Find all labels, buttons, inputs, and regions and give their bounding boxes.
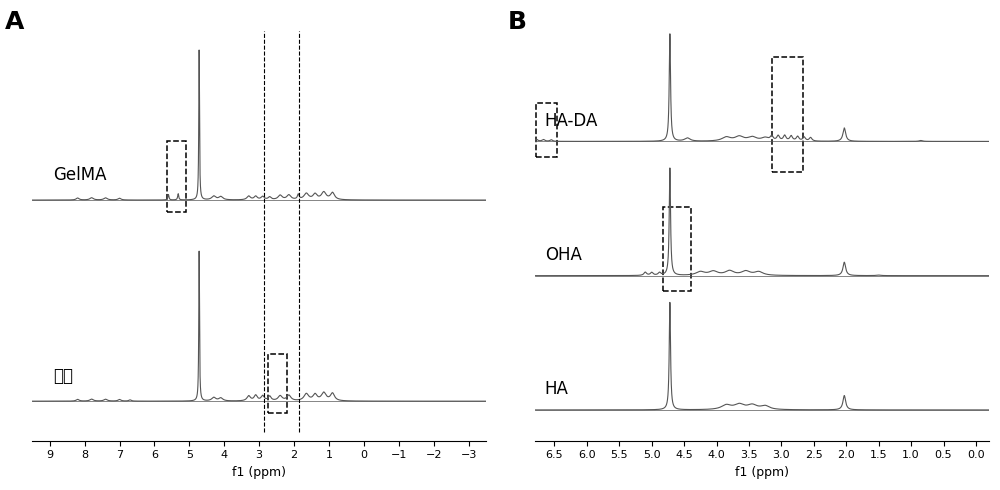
Bar	[167, 141, 186, 212]
X-axis label: f1 (ppm): f1 (ppm)	[735, 466, 789, 479]
Text: A: A	[5, 10, 24, 34]
Bar	[268, 354, 287, 413]
Text: GelMA: GelMA	[53, 166, 107, 184]
Text: OHA: OHA	[545, 246, 582, 264]
Bar	[536, 103, 557, 157]
Text: HA: HA	[545, 380, 569, 398]
Bar	[772, 57, 803, 172]
Bar	[663, 207, 691, 291]
Text: B: B	[508, 10, 527, 34]
X-axis label: f1 (ppm): f1 (ppm)	[232, 466, 286, 479]
Text: HA-DA: HA-DA	[545, 112, 598, 130]
Text: 明胶: 明胶	[53, 368, 73, 386]
